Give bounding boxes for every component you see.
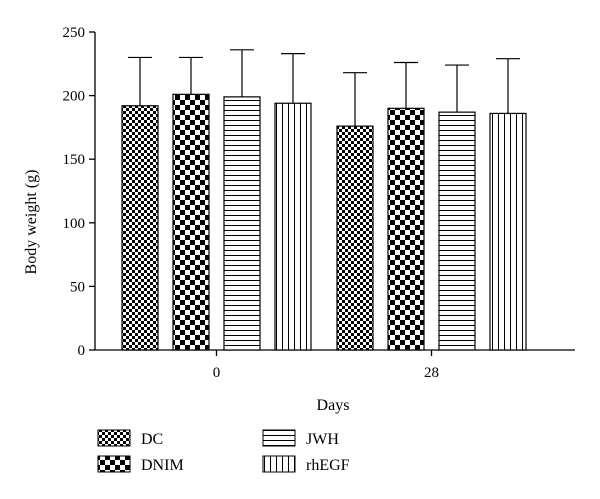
bar-rhegf-day-28 xyxy=(489,112,527,351)
legend-swatch-dnim xyxy=(97,455,131,473)
legend-label-rhegf: rhEGF xyxy=(306,457,350,474)
bar-dnim-day-0 xyxy=(172,93,210,351)
legend-swatch-rhegf xyxy=(262,455,296,473)
bar-dnim-day-28 xyxy=(387,107,425,351)
legend: DC DNIM JWH rhEGF xyxy=(97,429,350,474)
y-tick-label: 0 xyxy=(78,343,86,359)
bar-rhegf-day-0 xyxy=(274,102,312,351)
y-tick-label: 250 xyxy=(63,25,86,41)
x-axis-title: Days xyxy=(317,397,350,414)
x-tick-label: 0 xyxy=(213,365,221,381)
legend-swatch-dc xyxy=(97,429,131,447)
legend-label-dnim: DNIM xyxy=(141,457,184,474)
bar-dc-day-0 xyxy=(121,105,159,351)
y-tick-label: 150 xyxy=(63,152,86,168)
bar-jwh-day-0 xyxy=(223,96,261,351)
bar-dc-day-28 xyxy=(336,125,374,351)
y-tick-label: 50 xyxy=(70,279,85,295)
legend-swatch-jwh xyxy=(262,429,296,447)
bar-jwh-day-28 xyxy=(438,111,476,351)
bars xyxy=(121,49,527,351)
legend-label-dc: DC xyxy=(141,431,163,448)
x-tick-label: 28 xyxy=(424,365,439,381)
y-tick-label: 200 xyxy=(63,89,86,105)
y-axis-title: Body weight (g) xyxy=(23,170,40,275)
legend-label-jwh: JWH xyxy=(306,431,339,448)
y-tick-label: 100 xyxy=(63,216,86,232)
